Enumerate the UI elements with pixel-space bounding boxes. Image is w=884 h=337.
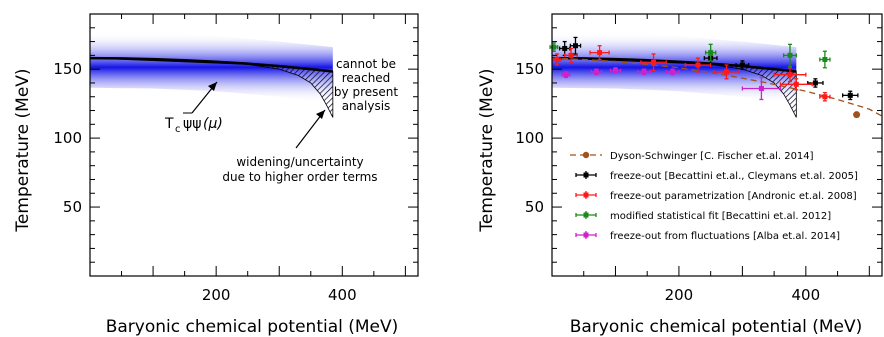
transition-line xyxy=(89,56,333,73)
legend-item-1: freeze-out [Becattini et.al., Cleymans e… xyxy=(575,171,858,182)
data-point-series-2 xyxy=(773,67,807,83)
x-tick-label: 200 xyxy=(202,286,231,304)
data-point-series-1 xyxy=(735,60,750,70)
arrow-tc xyxy=(191,81,218,114)
x-axis-label-left: Baryonic chemical potential (MeV) xyxy=(106,317,399,337)
data-point-series-3 xyxy=(782,43,797,68)
annotations: cannot be reached by present analysis T … xyxy=(164,57,398,184)
legend-label: modified statistical fit [Becattini et.a… xyxy=(610,211,831,222)
dyson-schwinger-point xyxy=(853,111,861,119)
transition-line xyxy=(551,56,797,73)
data-point-series-1 xyxy=(807,78,824,88)
tc-label: T c ψψ (μ) xyxy=(164,112,223,135)
data-point-series-2 xyxy=(564,47,579,63)
left-panel: 200 400 50 100 150 cannot be reached by pres… xyxy=(13,13,419,337)
data-point-series-3 xyxy=(549,42,559,52)
y-tick-label: 150 xyxy=(515,60,544,78)
x-tick-label: 400 xyxy=(792,286,821,304)
y-axis-label-left: Temperature (MeV) xyxy=(13,68,33,232)
x-tick-label: 200 xyxy=(665,286,694,304)
y-tick-label: 50 xyxy=(525,198,544,216)
legend-item-2: freeze-out parametrization [Andronic et.… xyxy=(575,191,857,202)
y-tick-label: 100 xyxy=(515,129,544,147)
cannot-reach-line-2: reached xyxy=(342,71,391,85)
data-point-series-2 xyxy=(779,78,813,91)
y-tick-label: 150 xyxy=(53,60,82,78)
data-point-series-4 xyxy=(741,76,782,101)
legend-item-3: modified statistical fit [Becattini et.a… xyxy=(575,211,831,222)
cannot-reach-line-4: analysis xyxy=(342,99,391,113)
widening-line-2: due to higher order terms xyxy=(222,170,377,184)
legend-label: freeze-out [Becattini et.al., Cleymans e… xyxy=(610,171,858,182)
data-point-series-2 xyxy=(684,57,712,73)
data-point-series-4 xyxy=(665,68,680,76)
legend: Dyson-Schwinger [C. Fischer et.al. 2014]… xyxy=(570,151,858,242)
cannot-reach-line-3: by present xyxy=(334,85,398,99)
data-point-series-4 xyxy=(590,68,603,76)
tc-subscript: c xyxy=(175,124,181,135)
data-point-series-3 xyxy=(704,43,717,62)
axis-ticks: 200 400 50 100 150 xyxy=(53,14,418,304)
legend-label: freeze-out parametrization [Andronic et.… xyxy=(610,191,857,202)
legend-label: freeze-out from fluctuations [Alba et.al… xyxy=(610,231,840,242)
legend-item-4: freeze-out from fluctuations [Alba et.al… xyxy=(575,231,840,242)
transition-band xyxy=(90,32,333,103)
plot-frame xyxy=(551,13,883,277)
freeze-out-points xyxy=(549,36,859,102)
data-point-series-2 xyxy=(552,53,562,66)
tc-symbol: T xyxy=(164,116,174,132)
data-point-series-4 xyxy=(609,67,622,74)
data-point-series-3 xyxy=(819,50,831,69)
x-axis-label-right: Baryonic chemical potential (MeV) xyxy=(570,317,863,337)
data-point-series-2 xyxy=(589,45,610,61)
plot-frame-rect xyxy=(89,13,419,277)
tc-argument: (μ) xyxy=(203,116,223,132)
plot-frame xyxy=(89,13,419,277)
data-point-series-1 xyxy=(842,90,859,101)
axis-ticks: 200 400 50 100 150 xyxy=(515,14,882,304)
y-tick-label: 50 xyxy=(63,198,82,216)
y-tick-label: 100 xyxy=(53,129,82,147)
right-panel: 200 400 50 100 150 Dyson-Schwinger [C. Fisch… xyxy=(477,13,883,337)
psibar-psi-symbol: ψψ xyxy=(183,116,201,132)
plot-frame-rect xyxy=(551,13,883,277)
data-point-series-2 xyxy=(713,64,740,80)
transition-line-path xyxy=(551,56,797,73)
legend-label: Dyson-Schwinger [C. Fischer et.al. 2014] xyxy=(610,151,814,162)
transition-band-area xyxy=(90,32,333,103)
data-point-series-4 xyxy=(561,71,571,79)
data-point-series-2 xyxy=(819,91,831,102)
y-axis-label-right: Temperature (MeV) xyxy=(477,68,497,232)
transition-line-path xyxy=(89,56,333,73)
widening-line-1: widening/uncertainty xyxy=(236,155,363,169)
arrow-widening xyxy=(295,109,326,149)
cannot-reach-line-1: cannot be xyxy=(336,57,396,71)
x-tick-label: 400 xyxy=(328,286,357,304)
data-point-series-4 xyxy=(637,68,652,76)
legend-item-0: Dyson-Schwinger [C. Fischer et.al. 2014] xyxy=(570,151,814,162)
data-point-series-2 xyxy=(640,53,667,72)
